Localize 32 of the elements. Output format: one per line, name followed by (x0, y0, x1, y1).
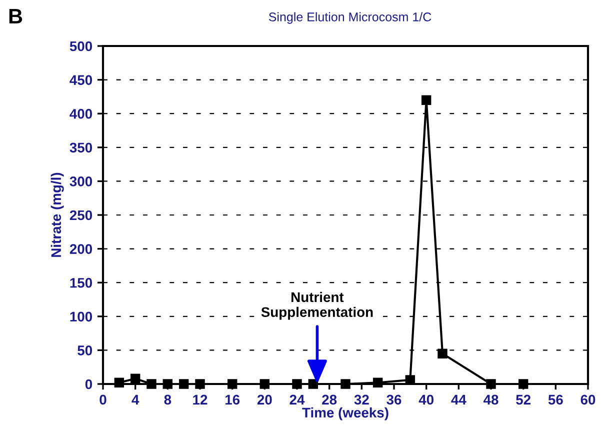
x-tick-label: 4 (132, 394, 140, 404)
y-tick-label: 250 (70, 210, 92, 220)
x-tick-label: 28 (322, 394, 337, 405)
y-tick-label: 50 (78, 346, 92, 356)
x-tick-label: 40 (418, 394, 434, 405)
x-tick-label: 44 (451, 394, 466, 404)
x-tick-label: 56 (548, 394, 563, 405)
annotation: Nutrient Supplementation (261, 292, 373, 320)
x-tick-label: 20 (257, 394, 272, 405)
x-tick-label: 60 (580, 394, 596, 405)
y-tick-label: 350 (70, 142, 92, 153)
y-tick-label: 400 (70, 108, 92, 119)
x-tick-label: 0 (100, 394, 106, 405)
y-tick-label: 450 (70, 75, 92, 85)
x-axis-title: Time (weeks) (302, 407, 388, 420)
x-tick-label: 12 (193, 394, 208, 404)
x-tick-label: 8 (164, 394, 172, 405)
y-tick-label: 200 (70, 244, 92, 254)
x-tick-label: 52 (516, 394, 530, 405)
x-tick-label: 24 (290, 394, 305, 404)
x-tick-label: 48 (483, 394, 498, 405)
y-tick-label: 300 (70, 176, 92, 186)
chart-title: Single Elution Microcosm 1/C (268, 12, 432, 24)
x-tick-label: 16 (225, 394, 240, 405)
y-tick-label: 0 (85, 379, 92, 390)
x-tick-label: 32 (354, 394, 369, 405)
y-tick-label: 100 (70, 312, 92, 322)
y-tick-label: 500 (70, 41, 92, 52)
y-tick-label: 150 (70, 278, 92, 288)
x-tick-label: 36 (386, 394, 402, 405)
y-axis-title: Nitrate (mg/l) (50, 172, 64, 257)
text: B (9, 9, 22, 24)
